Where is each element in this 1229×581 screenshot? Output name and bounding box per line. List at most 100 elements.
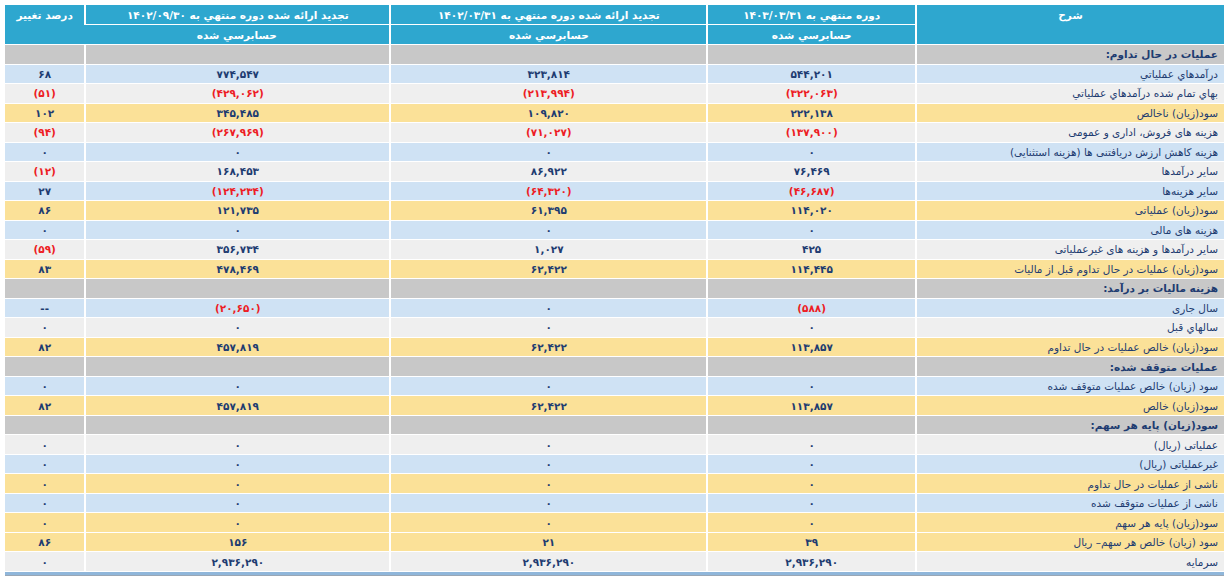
value-percent-change	[5, 416, 84, 436]
table-body: عمليات در حال تداوم:درآمدهاي عملياتي۵۴۴,…	[5, 45, 1224, 572]
header-desc: شرح	[915, 5, 1224, 45]
value-restated-year	[84, 279, 389, 299]
value-restated-period: ۰	[389, 455, 706, 475]
value-restated-period: ۰	[389, 494, 706, 514]
header-percent-change: درصد تغییر	[5, 5, 84, 45]
value-restated-period: ۶۱,۳۹۵	[389, 201, 706, 221]
row-label: سود(زيان) پايه هر سهم	[915, 513, 1224, 533]
value-restated-period: ۱,۰۲۷	[389, 240, 706, 260]
value-restated-period: ۳۲۳,۸۱۴	[389, 65, 706, 85]
table-header: شرح دوره منتهي به ۱۴۰۳/۰۳/۳۱ تجدید ارائه…	[5, 5, 1224, 45]
table-row: درآمدهاي عملياتي۵۴۴,۲۰۱۳۲۳,۸۱۴۷۷۴,۵۴۷۶۸	[5, 65, 1224, 85]
table-row: سود (زيان) خالص هر سهم– ريال۳۹۲۱۱۵۶۸۶	[5, 533, 1224, 553]
row-label: ساير درآمدها	[915, 162, 1224, 182]
value-current-period: ۲۲۲,۱۳۸	[706, 104, 915, 124]
value-restated-period: ۰	[389, 377, 706, 397]
value-restated-year: ۳۴۵,۴۸۵	[84, 104, 389, 124]
value-restated-year: ۰	[84, 455, 389, 475]
value-percent-change: ۰	[5, 377, 84, 397]
value-current-period: ۷۶,۴۶۹	[706, 162, 915, 182]
value-restated-period: ۰	[389, 318, 706, 338]
value-current-period: (۱۳۷,۹۰۰)	[706, 123, 915, 143]
value-restated-year	[84, 45, 389, 65]
row-label: سود(زيان) خالص	[915, 396, 1224, 416]
value-percent-change: ۰	[5, 435, 84, 455]
table-row: هزينه کاهش ارزش دريافتنى ها (هزينه استثن…	[5, 143, 1224, 163]
section-label: عمليات در حال تداوم:	[915, 45, 1224, 65]
value-percent-change: (۹۴)	[5, 123, 84, 143]
value-percent-change: ۸۲	[5, 396, 84, 416]
value-restated-year	[84, 416, 389, 436]
value-restated-year: ۷۷۴,۵۴۷	[84, 65, 389, 85]
section-row: سود(زيان) پايه هر سهم:	[5, 416, 1224, 436]
value-restated-year: ۰	[84, 143, 389, 163]
row-label: سود(زيان) عمليات در حال تداوم قبل از مال…	[915, 260, 1224, 280]
value-restated-period: ۰	[389, 435, 706, 455]
value-percent-change: ۰	[5, 474, 84, 494]
row-label: سال جارى	[915, 299, 1224, 319]
value-restated-period: ۶۲,۴۲۲	[389, 338, 706, 358]
value-percent-change: ۰	[5, 455, 84, 475]
row-label: ساير هزينه‌ها	[915, 182, 1224, 202]
value-restated-period: ۰	[389, 143, 706, 163]
table-row: ساير درآمدها۷۶,۴۶۹۸۶,۹۲۲۱۶۸,۴۵۳(۱۲)	[5, 162, 1224, 182]
value-percent-change: (۵۱)	[5, 84, 84, 104]
table-row: ساير هزينه‌ها(۴۶,۶۸۷)(۶۴,۳۲۰)(۱۲۴,۲۳۴)۲۷	[5, 182, 1224, 202]
value-percent-change: ۰	[5, 221, 84, 241]
header-audited-restated-period: حسابرسي شده	[389, 25, 706, 45]
section-row: هزينه ماليات بر درآمد:	[5, 279, 1224, 299]
value-percent-change: (۵۹)	[5, 240, 84, 260]
value-percent-change: ۰	[5, 513, 84, 533]
value-percent-change: ۰	[5, 318, 84, 338]
row-label: سود(زيان) عملياتى	[915, 201, 1224, 221]
row-label: درآمدهاي عملياتي	[915, 65, 1224, 85]
table-row: ناشى از عمليات متوقف شده۰۰۰۰	[5, 494, 1224, 514]
value-percent-change: ۸۲	[5, 338, 84, 358]
value-restated-period: ۶۲,۴۲۲	[389, 396, 706, 416]
value-restated-year: ۰	[84, 474, 389, 494]
row-label: هزينه هاى مالى	[915, 221, 1224, 241]
value-restated-year: (۲۶۷,۹۶۹)	[84, 123, 389, 143]
value-restated-year: ۴۵۷,۸۱۹	[84, 338, 389, 358]
value-current-period	[706, 45, 915, 65]
value-restated-year: ۰	[84, 494, 389, 514]
value-percent-change: ۰	[5, 552, 84, 572]
value-restated-year: ۴۷۸,۴۶۹	[84, 260, 389, 280]
value-current-period: ۱۱۳,۸۵۷	[706, 338, 915, 358]
value-current-period: ۰	[706, 494, 915, 514]
value-current-period	[706, 279, 915, 299]
value-percent-change: ۱۰۲	[5, 104, 84, 124]
table-row: بهاي تمام شده درآمدهاي عملياتي(۳۲۲,۰۶۳)(…	[5, 84, 1224, 104]
value-current-period: ۰	[706, 377, 915, 397]
value-restated-year: ۰	[84, 435, 389, 455]
value-restated-year: ۰	[84, 377, 389, 397]
row-label: سود(زيان) خالص عمليات در حال تداوم	[915, 338, 1224, 358]
value-percent-change	[5, 357, 84, 377]
value-percent-change	[5, 279, 84, 299]
value-restated-year: ۲,۹۳۶,۲۹۰	[84, 552, 389, 572]
value-restated-period: (۲۱۳,۹۹۴)	[389, 84, 706, 104]
value-current-period: ۴۲۵	[706, 240, 915, 260]
row-label: بهاي تمام شده درآمدهاي عملياتي	[915, 84, 1224, 104]
header-year-restated: تجدید ارائه شده دوره منتهي به ۱۴۰۲/۰۹/۳۰	[84, 5, 389, 25]
value-restated-period: ۱۰۹,۸۲۰	[389, 104, 706, 124]
row-label: عملياتى (ريال)	[915, 435, 1224, 455]
value-restated-year: ۰	[84, 318, 389, 338]
value-restated-period: (۷۱,۰۲۷)	[389, 123, 706, 143]
row-label: ناشى از عمليات متوقف شده	[915, 494, 1224, 514]
value-restated-period: ۲۱	[389, 533, 706, 553]
value-current-period: ۰	[706, 221, 915, 241]
value-restated-period: ۰	[389, 299, 706, 319]
value-restated-year: ۱۵۶	[84, 533, 389, 553]
value-restated-year: (۴۲۹,۰۶۲)	[84, 84, 389, 104]
value-percent-change: ۰	[5, 143, 84, 163]
value-current-period: ۱۱۴,۰۲۰	[706, 201, 915, 221]
value-restated-year: ۱۲۱,۷۳۵	[84, 201, 389, 221]
table-row: سال جارى(۵۸۸)۰(۲۰,۶۵۰)--	[5, 299, 1224, 319]
header-period-current: دوره منتهي به ۱۴۰۳/۰۳/۳۱	[706, 5, 915, 25]
value-restated-period: ۲,۹۳۶,۲۹۰	[389, 552, 706, 572]
value-current-period: ۱۱۴,۴۴۵	[706, 260, 915, 280]
value-restated-year: ۴۵۷,۸۱۹	[84, 396, 389, 416]
value-current-period: ۰	[706, 513, 915, 533]
section-label: سود(زيان) پايه هر سهم:	[915, 416, 1224, 436]
